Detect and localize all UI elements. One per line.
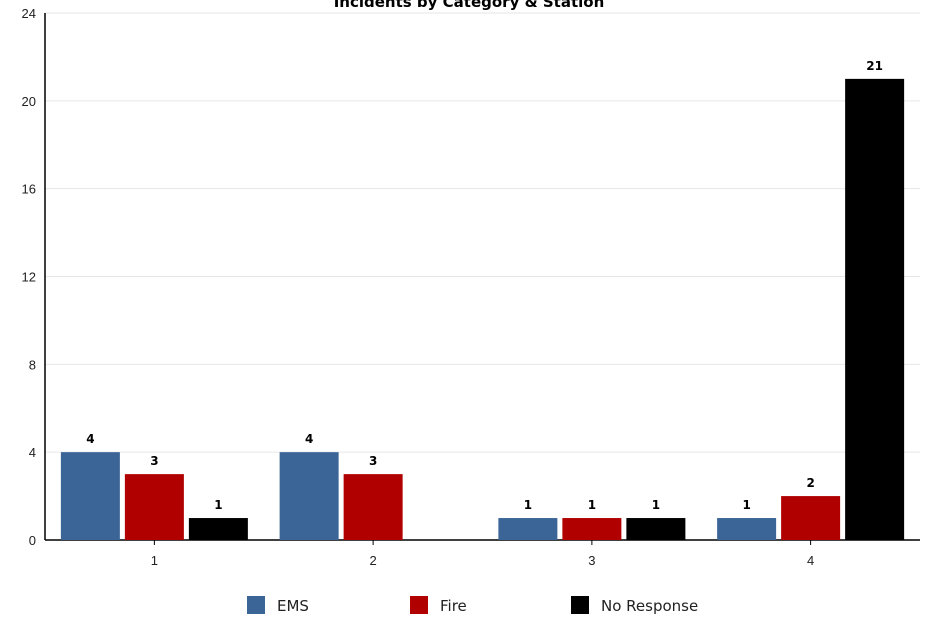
data-label: 1	[742, 498, 750, 512]
y-tick-label: 16	[22, 182, 36, 197]
y-tick-label: 12	[22, 270, 36, 285]
y-tick-label: 0	[29, 533, 36, 548]
bar-fire-4	[781, 496, 841, 540]
x-axis-ticks: 1 2 3 4	[151, 540, 814, 568]
data-label: 1	[588, 498, 596, 512]
legend: EMS Fire No Response	[247, 596, 698, 615]
legend-swatch	[571, 596, 589, 614]
legend-swatch	[247, 596, 265, 614]
bar-fire-2	[343, 474, 403, 540]
legend-item-fire: Fire	[410, 596, 467, 615]
data-label: 2	[806, 476, 814, 490]
legend-swatch	[410, 596, 428, 614]
data-label: 4	[305, 432, 313, 446]
y-tick-label: 20	[22, 94, 36, 109]
x-tick-label: 3	[588, 553, 595, 568]
legend-label: No Response	[601, 597, 698, 615]
bar-fire-3	[562, 518, 622, 540]
data-label: 1	[214, 498, 222, 512]
legend-label: EMS	[277, 597, 309, 615]
bar-no-response-3	[626, 518, 686, 540]
bar-ems-2	[279, 452, 339, 540]
x-tick-label: 4	[807, 553, 814, 568]
chart-title: Incidents by Category & Station	[334, 0, 605, 11]
legend-item-no-response: No Response	[571, 596, 698, 615]
bar-ems-4	[717, 518, 777, 540]
bars	[60, 78, 905, 540]
data-label: 3	[369, 454, 377, 468]
data-label: 4	[86, 432, 94, 446]
y-axis-ticks: 0 4 8 12 16 20 24	[22, 6, 36, 548]
y-tick-label: 4	[29, 445, 36, 460]
data-label: 3	[150, 454, 158, 468]
bar-no-response-4	[845, 78, 905, 540]
legend-label: Fire	[440, 597, 467, 615]
x-tick-label: 1	[151, 553, 158, 568]
data-labels: 4 3 1 4 3 1 1 1 1 2 21	[86, 59, 883, 512]
data-label: 1	[524, 498, 532, 512]
bar-fire-1	[124, 474, 184, 540]
data-label: 1	[652, 498, 660, 512]
y-tick-label: 8	[29, 357, 36, 372]
x-tick-label: 2	[370, 553, 377, 568]
bar-no-response-1	[188, 518, 248, 540]
gridlines	[45, 12, 920, 453]
bar-ems-1	[60, 452, 120, 540]
y-tick-label: 24	[22, 6, 36, 21]
data-label: 21	[866, 59, 883, 73]
legend-item-ems: EMS	[247, 596, 309, 615]
bar-ems-3	[498, 518, 558, 540]
